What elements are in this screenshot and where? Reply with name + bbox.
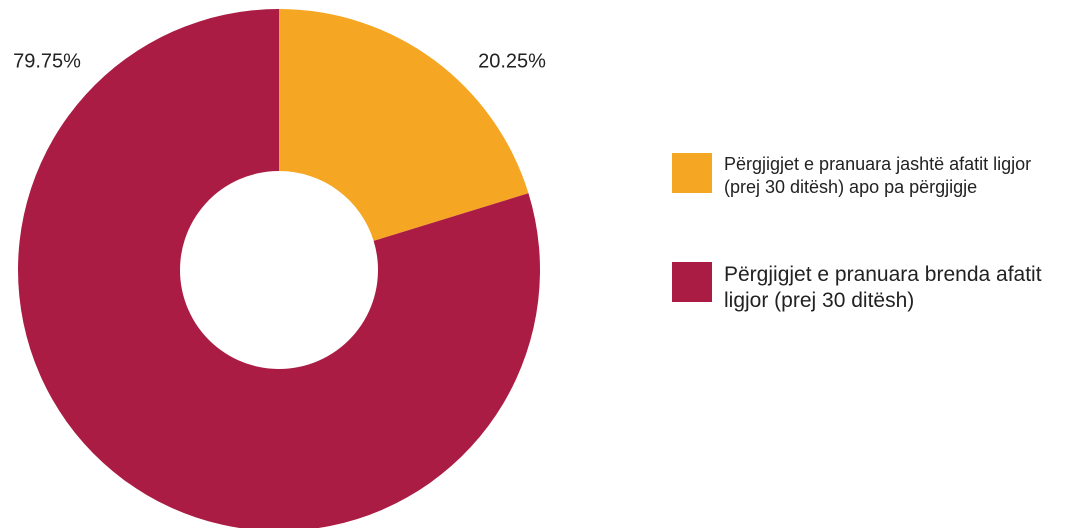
legend-swatch [672,262,712,302]
legend-swatch [672,153,712,193]
donut-slice [279,9,529,241]
data-label: 79.75% [13,50,81,72]
data-label: 20.25% [478,50,546,72]
legend-label: Përgjigjet e pranuara brenda afatit ligj… [724,263,1042,313]
donut-slice [18,9,540,528]
legend-item: Përgjigjet e pranuara brenda afatit ligj… [672,262,1064,315]
legend-label: Përgjigjet e pranuara jashtë afatit ligj… [724,154,1032,197]
legend-item: Përgjigjet e pranuara jashtë afatit ligj… [672,153,1064,198]
